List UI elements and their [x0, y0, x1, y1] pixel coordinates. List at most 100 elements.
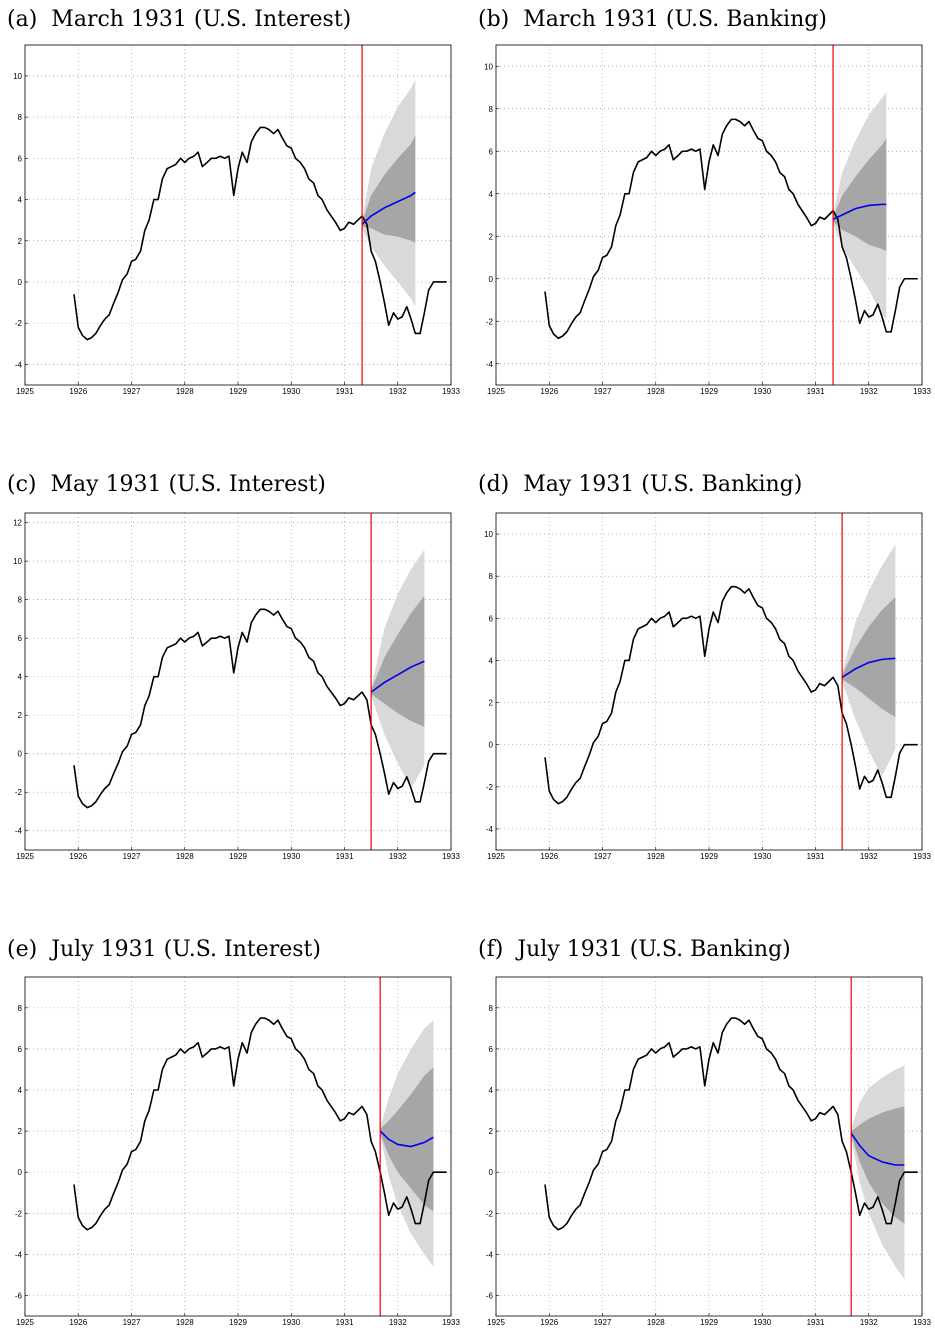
y-tick-label: 4 [489, 190, 494, 199]
panel-c-caption: May 1931 (U.S. Interest) [50, 472, 326, 497]
plot-area [73, 549, 447, 809]
x-tick-label: 1933 [442, 852, 460, 861]
actual-series-line [73, 1017, 447, 1231]
panel-f-title: (f) July 1931 (U.S. Banking) [478, 937, 791, 962]
y-tick-label: -2 [486, 1209, 494, 1218]
plot-area [544, 91, 918, 340]
y-tick-label: 12 [13, 519, 22, 528]
x-tick-label: 1933 [913, 1318, 931, 1327]
x-tick-label: 1930 [282, 387, 300, 396]
y-tick-label: 8 [18, 1004, 23, 1013]
x-tick-label: 1933 [913, 852, 931, 861]
y-tick-label: 10 [13, 72, 22, 81]
forecast-median-line [361, 191, 416, 225]
x-tick-label: 1929 [700, 387, 718, 396]
x-tick-label: 1926 [540, 1318, 558, 1327]
panel-c-title: (c) May 1931 (U.S. Interest) [7, 472, 326, 497]
y-tick-label: -4 [15, 827, 23, 836]
panel-d-title: (d) May 1931 (U.S. Banking) [478, 472, 802, 497]
y-tick-label: 4 [489, 656, 494, 665]
y-tick-label: 0 [489, 1168, 494, 1177]
x-tick-label: 1927 [123, 852, 141, 861]
x-tick-label: 1925 [487, 852, 505, 861]
y-tick-label: 8 [18, 113, 23, 122]
y-tick-label: -2 [15, 1209, 23, 1218]
x-tick-label: 1927 [594, 387, 612, 396]
x-tick-label: 1932 [389, 852, 407, 861]
y-tick-label: 6 [489, 147, 494, 156]
panel-c-label: (c) [7, 472, 37, 497]
panel-f-caption: July 1931 (U.S. Banking) [517, 937, 791, 962]
panel-b-caption: March 1931 (U.S. Banking) [523, 7, 827, 32]
plot-area [544, 544, 918, 805]
y-tick-label: 2 [489, 1127, 494, 1136]
x-tick-label: 1928 [176, 852, 194, 861]
panel-f-label: (f) [478, 937, 504, 962]
x-tick-label: 1929 [700, 1318, 718, 1327]
y-tick-label: -4 [486, 825, 494, 834]
x-tick-label: 1931 [807, 1318, 825, 1327]
y-tick-label: 10 [484, 530, 493, 539]
y-tick-label: -4 [15, 1250, 23, 1259]
y-tick-label: 0 [489, 275, 494, 284]
x-tick-label: 1933 [913, 387, 931, 396]
x-tick-label: 1930 [282, 852, 300, 861]
panel-a-caption: March 1931 (U.S. Interest) [51, 7, 352, 32]
x-tick-label: 1925 [16, 852, 34, 861]
forecast-median-line [370, 660, 425, 693]
x-tick-label: 1932 [389, 1318, 407, 1327]
plot-area [73, 1017, 447, 1267]
panel-d-caption: May 1931 (U.S. Banking) [523, 472, 803, 497]
panel-e-caption: July 1931 (U.S. Interest) [51, 937, 321, 962]
x-tick-label: 1931 [336, 387, 354, 396]
forecast-median-line [379, 1130, 434, 1148]
y-tick-label: 0 [18, 278, 23, 287]
y-tick-label: 2 [18, 711, 23, 720]
y-tick-label: -4 [486, 360, 494, 369]
inner-confidence-band [833, 138, 887, 252]
x-tick-label: 1927 [594, 852, 612, 861]
inner-confidence-band [380, 1067, 434, 1212]
y-tick-label: 6 [489, 614, 494, 623]
y-tick-label: 10 [484, 62, 493, 71]
y-tick-label: -2 [486, 317, 494, 326]
y-tick-label: 6 [18, 1045, 23, 1054]
x-tick-label: 1929 [700, 852, 718, 861]
y-tick-label: 2 [18, 237, 23, 246]
x-tick-label: 1933 [442, 1318, 460, 1327]
y-tick-label: -2 [15, 788, 23, 797]
panel-a-label: (a) [7, 7, 38, 32]
actual-series-line [544, 118, 918, 340]
y-tick-label: 6 [18, 154, 23, 163]
x-tick-label: 1928 [176, 1318, 194, 1327]
y-tick-label: 8 [489, 1004, 494, 1013]
x-tick-label: 1926 [69, 387, 87, 396]
y-tick-label: 10 [13, 557, 22, 566]
y-tick-label: 2 [489, 232, 494, 241]
inner-confidence-band [851, 1106, 905, 1224]
panel-b-title: (b) March 1931 (U.S. Banking) [478, 7, 827, 32]
x-tick-label: 1925 [16, 1318, 34, 1327]
inner-confidence-band [362, 135, 416, 243]
y-tick-label: 0 [489, 741, 494, 750]
y-tick-label: 8 [18, 596, 23, 605]
forecast-median-line [850, 1132, 905, 1166]
panel-b-label: (b) [478, 7, 510, 32]
x-tick-label: 1933 [442, 387, 460, 396]
forecast-median-line [841, 657, 896, 678]
y-tick-label: -2 [486, 783, 494, 792]
x-tick-label: 1927 [123, 1318, 141, 1327]
y-tick-label: 8 [489, 572, 494, 581]
x-tick-label: 1930 [753, 1318, 771, 1327]
x-tick-label: 1932 [389, 387, 407, 396]
inner-confidence-band [842, 597, 896, 718]
x-tick-label: 1927 [123, 387, 141, 396]
x-tick-label: 1930 [753, 852, 771, 861]
y-tick-label: -6 [15, 1291, 23, 1300]
x-tick-label: 1929 [229, 1318, 247, 1327]
x-tick-label: 1929 [229, 852, 247, 861]
